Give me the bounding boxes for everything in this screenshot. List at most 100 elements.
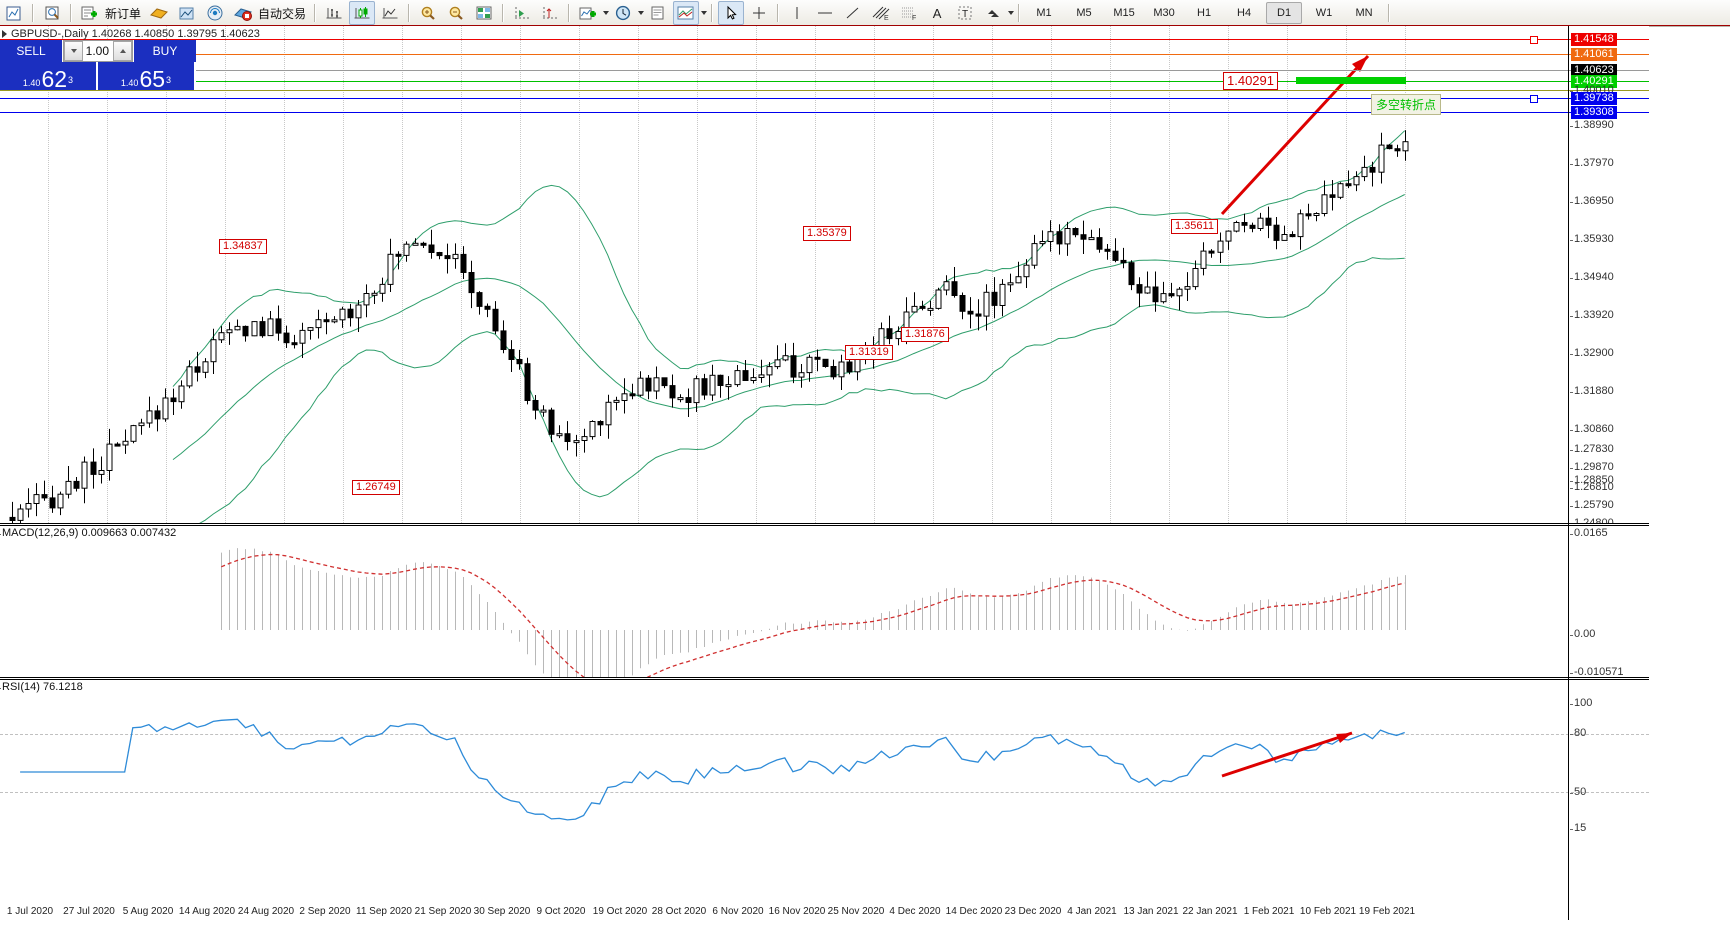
signals-icon[interactable] (202, 1, 228, 25)
vertical-line-icon[interactable] (784, 1, 810, 25)
add-indicator-icon[interactable] (575, 1, 601, 25)
clock-icon[interactable] (610, 1, 636, 25)
templates-icon[interactable] (645, 1, 671, 25)
price-label-orange: 1.41061 (1571, 48, 1617, 61)
chart-autoscroll-icon[interactable] (537, 1, 563, 25)
new-order-icon[interactable] (77, 1, 103, 25)
date-tick: 22 Jan 2021 (1182, 906, 1238, 917)
target-zone-marker[interactable] (1296, 77, 1406, 84)
chart-template-dropdown[interactable] (672, 1, 708, 25)
volume-stepper[interactable]: 1.00 (63, 40, 133, 62)
chevron-down-icon[interactable] (701, 11, 708, 15)
candlestick-chart-icon[interactable] (349, 1, 376, 25)
text-icon[interactable]: A (932, 5, 942, 21)
timeframe-h1[interactable]: H1 (1197, 7, 1212, 19)
buy-price-prefix: 1.40 (120, 78, 139, 88)
one-click-trading-panel[interactable]: SELL 1.00 BUY 1.40 62 3 1.40 65 3 (0, 40, 196, 91)
toolbar-separator (70, 4, 72, 22)
rsi-tick: 50 (1569, 786, 1587, 798)
chevron-down-icon[interactable] (1008, 11, 1015, 15)
rsi-axis[interactable]: 100 80 50 15 (1568, 678, 1649, 920)
data-window-icon[interactable] (39, 1, 65, 25)
price-axis[interactable]: 1.41548 1.41061 1.40623 1.40291 1.40010 … (1568, 26, 1649, 529)
price-annotation[interactable]: 1.26749 (352, 480, 400, 495)
macd-axis[interactable]: 0.0165 0.00 -0.010571 (1568, 524, 1649, 678)
price-pane[interactable]: 1.34837 1.26749 1.35379 1.31319 1.31876 … (0, 26, 1649, 529)
buy-button[interactable]: BUY (134, 40, 196, 62)
add-indicator-dropdown[interactable] (574, 1, 610, 25)
line-chart-icon[interactable] (377, 1, 403, 25)
date-tick: 30 Sep 2020 (473, 906, 531, 917)
timeframe-m30[interactable]: M30 (1153, 7, 1175, 19)
date-tick: 2 Sep 2020 (299, 906, 351, 917)
timeframe-m5[interactable]: M5 (1076, 7, 1092, 19)
fibonacci-icon[interactable]: F (896, 1, 922, 25)
timeframe-w1[interactable]: W1 (1315, 7, 1333, 19)
zoom-in-icon[interactable] (415, 1, 441, 25)
rsi-pane[interactable]: RSI(14) 76.1218 100 80 50 15 1 Jul 2020 … (0, 677, 1649, 920)
new-order-button[interactable]: 新订单 (76, 1, 145, 25)
bar-chart-icon[interactable] (321, 1, 347, 25)
date-tick: 4 Dec 2020 (889, 906, 941, 917)
chart-template-icon[interactable] (673, 1, 700, 25)
indicators-icon[interactable] (174, 1, 200, 25)
price-tick: 1.34940 (1570, 271, 1614, 283)
equidistant-channel-icon[interactable]: E (868, 1, 894, 25)
zoom-out-icon[interactable] (443, 1, 469, 25)
date-tick: 14 Dec 2020 (945, 906, 1003, 917)
chart-canvas[interactable]: 1.34837 1.26749 1.35379 1.31319 1.31876 … (0, 18, 1730, 938)
price-annotation[interactable]: 1.31876 (901, 327, 949, 342)
hline-resistance-red[interactable] (0, 39, 1649, 40)
volume-decrease-button[interactable] (64, 41, 83, 61)
chart-expand-icon[interactable] (2, 29, 7, 38)
chinese-note-label[interactable]: 多空转折点 (1371, 94, 1442, 115)
timeframe-m15[interactable]: M15 (1113, 7, 1135, 19)
date-tick: 16 Nov 2020 (768, 906, 826, 917)
expert-advisors-icon[interactable] (146, 1, 172, 25)
sell-price-display[interactable]: 1.40 62 3 (0, 62, 96, 91)
hline-target-green[interactable] (0, 81, 1649, 82)
hline-support-blue-1[interactable] (0, 98, 1649, 99)
hline-mid-olive[interactable] (0, 90, 1649, 91)
toolbar-separator (1388, 4, 1391, 22)
trendline-icon[interactable] (840, 1, 866, 25)
chevron-down-icon[interactable] (603, 11, 610, 15)
date-axis[interactable]: 1 Jul 2020 27 Jul 2020 5 Aug 2020 14 Aug… (0, 904, 1649, 920)
price-annotation[interactable]: 1.34837 (219, 239, 267, 254)
text-label-icon[interactable]: T (952, 1, 978, 25)
rsi-label: RSI(14) 76.1218 (0, 681, 83, 693)
crosshair-icon[interactable] (746, 1, 772, 25)
price-tick: 1.36950 (1570, 195, 1614, 207)
price-label-last: 1.40623 (1571, 64, 1617, 77)
macd-pane[interactable]: MACD(12,26,9) 0.009663 0.007432 0.0165 0… (0, 523, 1649, 678)
hline-resistance-orange[interactable] (0, 54, 1649, 55)
sell-button[interactable]: SELL (0, 40, 62, 62)
timeframe-h4[interactable]: H4 (1237, 7, 1252, 19)
tile-windows-icon[interactable] (471, 1, 497, 25)
price-annotation[interactable]: 1.31319 (845, 345, 893, 360)
buy-price-display[interactable]: 1.40 65 3 (98, 62, 194, 91)
arrows-dropdown[interactable] (979, 1, 1015, 25)
period-dropdown[interactable] (609, 1, 645, 25)
new-order-label: 新订单 (105, 6, 142, 21)
chevron-down-icon[interactable] (638, 11, 645, 15)
timeframe-mn[interactable]: MN (1355, 7, 1373, 19)
autotrading-icon[interactable] (230, 1, 256, 25)
timeframe-d1[interactable]: D1 (1266, 2, 1303, 24)
horizontal-line-icon[interactable] (812, 1, 838, 25)
price-annotation-target[interactable]: 1.40291 (1223, 72, 1278, 90)
new-chart-icon[interactable] (1, 1, 27, 25)
chart-shift-icon[interactable] (509, 1, 535, 25)
cursor-icon[interactable] (718, 1, 745, 25)
arrows-icon[interactable] (980, 1, 1006, 25)
volume-input[interactable]: 1.00 (85, 44, 109, 58)
timeframe-m1[interactable]: M1 (1036, 7, 1052, 19)
hline-handle-red[interactable] (1530, 36, 1538, 44)
hline-support-blue-2[interactable] (0, 112, 1649, 113)
volume-increase-button[interactable] (113, 41, 132, 61)
price-annotation[interactable]: 1.35379 (803, 226, 851, 241)
price-annotation[interactable]: 1.35611 (1171, 219, 1218, 234)
hline-handle-blue[interactable] (1530, 95, 1538, 103)
hline-last-price-gray[interactable] (0, 70, 1649, 71)
autotrading-button[interactable]: 自动交易 (229, 1, 310, 25)
